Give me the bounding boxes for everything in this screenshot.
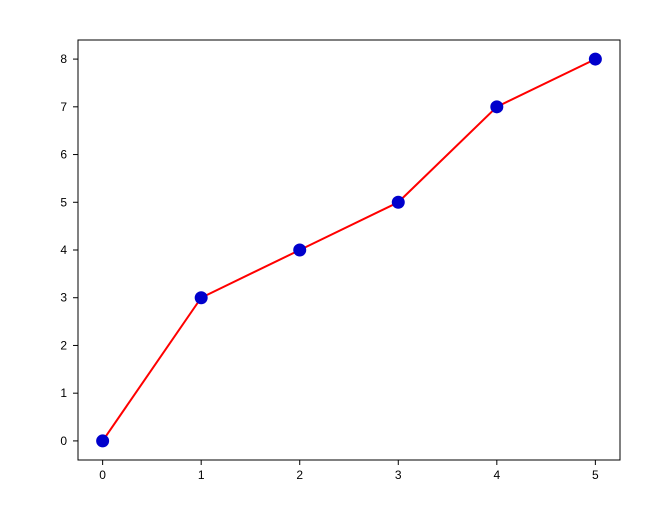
y-tick-label: 6 bbox=[60, 148, 67, 162]
line-chart: 0 1 2 3 4 5 0 1 2 3 4 5 6 7 8 bbox=[0, 0, 654, 517]
x-tick-label: 3 bbox=[395, 468, 402, 482]
y-tick-label: 0 bbox=[60, 434, 67, 448]
series-marker bbox=[97, 435, 109, 447]
x-tick-label: 0 bbox=[99, 468, 106, 482]
x-tick-label: 5 bbox=[592, 468, 599, 482]
chart-svg: 0 1 2 3 4 5 0 1 2 3 4 5 6 7 8 bbox=[0, 0, 654, 517]
x-tick-label: 4 bbox=[493, 468, 500, 482]
series-marker bbox=[589, 53, 601, 65]
y-tick-label: 3 bbox=[60, 291, 67, 305]
series-marker bbox=[195, 292, 207, 304]
y-tick-label: 7 bbox=[60, 100, 67, 114]
y-tick-label: 4 bbox=[60, 243, 67, 257]
y-tick-label: 5 bbox=[60, 195, 67, 209]
series-marker bbox=[392, 196, 404, 208]
y-tick-label: 2 bbox=[60, 338, 67, 352]
series-marker bbox=[294, 244, 306, 256]
x-tick-label: 1 bbox=[198, 468, 205, 482]
y-tick-label: 1 bbox=[60, 386, 67, 400]
y-tick-label: 8 bbox=[60, 52, 67, 66]
series-marker bbox=[491, 101, 503, 113]
x-tick-label: 2 bbox=[296, 468, 303, 482]
